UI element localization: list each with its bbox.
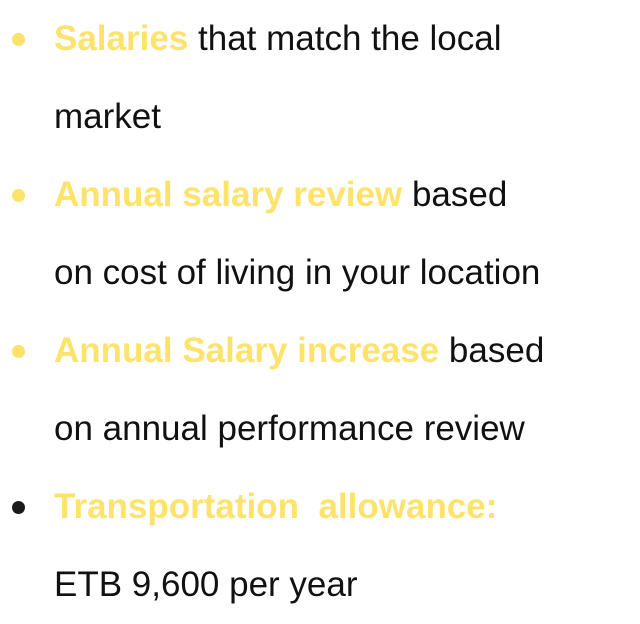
item-text: that match the local <box>188 19 502 58</box>
highlight-text: Transportation allowance: <box>54 487 498 526</box>
item-continuation: on cost of living in your location <box>54 253 541 292</box>
bullet <box>12 33 25 46</box>
item-text: based <box>439 331 545 370</box>
item-continuation: market <box>54 97 161 136</box>
item-first-line: Transportation allowance: <box>54 468 640 546</box>
item-continuation: ETB 9,600 per year <box>54 565 358 604</box>
item-first-line: Annual salary review based <box>54 156 640 234</box>
bullet <box>12 501 25 514</box>
highlight-text: Salaries <box>54 19 189 58</box>
highlight-text: Annual Salary increase <box>54 331 440 370</box>
item-continuation: on annual performance review <box>54 409 525 448</box>
benefit-list: Salaries that match the local market Annua… <box>12 0 640 604</box>
item-first-line: Salaries that match the local <box>54 0 640 78</box>
item-first-line: Annual Salary increase based <box>54 312 640 390</box>
item-text: based <box>402 175 508 214</box>
bullet <box>12 345 25 358</box>
bullet <box>12 189 25 202</box>
highlight-text: Annual salary review <box>54 175 403 214</box>
